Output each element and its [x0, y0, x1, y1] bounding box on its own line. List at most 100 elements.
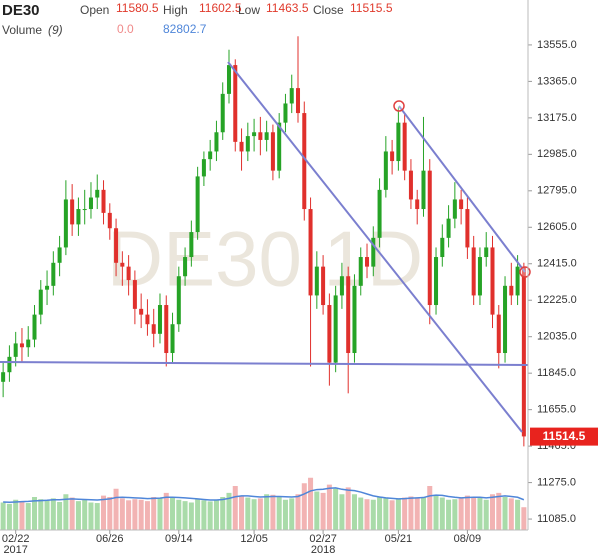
candle-body [7, 356, 12, 373]
y-tick-label: 11085.0 [537, 513, 576, 525]
legend-value: 11515.5 [350, 1, 393, 15]
volume-bar [270, 494, 276, 530]
candle-body [352, 285, 357, 354]
volume-bar [13, 499, 19, 530]
candle-body [107, 212, 112, 229]
volume-bar [0, 502, 6, 530]
candle-body [70, 199, 75, 225]
y-tick-label: 11655.0 [537, 404, 576, 416]
candle-body [446, 218, 451, 238]
volume-bar [75, 501, 81, 530]
y-tick-label: 12415.0 [537, 258, 577, 270]
candle-body [471, 247, 476, 296]
candle-body [452, 199, 457, 219]
volume-bar [188, 502, 194, 530]
volume-bar [402, 497, 408, 530]
legend-value: 11580.5 [116, 1, 159, 15]
volume-bar [301, 483, 307, 530]
volume-bar [25, 503, 31, 530]
x-tick-label: 09/14 [165, 533, 193, 545]
y-tick-label: 11275.0 [537, 476, 576, 488]
candle-body [377, 189, 382, 238]
y-tick-label: 12985.0 [537, 148, 577, 160]
volume-bar [408, 496, 414, 530]
candle-body [132, 280, 137, 309]
candle-body [139, 308, 144, 315]
last-price-label: 11514.5 [543, 429, 586, 443]
candle-body [308, 209, 313, 296]
volume-bar [427, 486, 433, 530]
volume-bar [170, 497, 176, 530]
volume-bar [126, 500, 132, 530]
volume-bar [395, 499, 401, 530]
volume-bar [345, 487, 351, 530]
candle-body [358, 257, 363, 286]
volume-bar [502, 497, 508, 530]
plot-area [0, 36, 527, 530]
y-tick-label: 11845.0 [537, 367, 576, 379]
legend-value: 82802.7 [163, 22, 207, 36]
candle-body [170, 324, 175, 354]
candle-body [270, 132, 275, 171]
volume-bar [508, 498, 514, 530]
y-tick-label: 12225.0 [537, 294, 577, 306]
volume-bar [157, 498, 163, 530]
x-year-label: 2018 [311, 544, 335, 556]
volume-bar [496, 492, 502, 530]
candle-body [220, 93, 225, 133]
volume-bar [389, 500, 395, 530]
volume-bar [257, 498, 263, 530]
volume-bar [320, 492, 326, 530]
x-tick-label: 12/05 [240, 533, 268, 545]
candle-body [95, 189, 100, 198]
candle-body [239, 141, 244, 152]
volume-bar [82, 499, 88, 530]
x-tick-label: 08/09 [454, 533, 482, 545]
candle-body [214, 132, 219, 152]
volume-bar [31, 497, 38, 530]
candle-body [189, 232, 194, 258]
volume-bar [151, 497, 157, 530]
candle-body [459, 199, 464, 210]
volume-bar [182, 501, 188, 530]
volume-bar [276, 497, 282, 530]
candle-body [26, 339, 31, 348]
candle-body [32, 314, 37, 340]
volume-bar [220, 497, 226, 530]
candle-body [427, 170, 432, 306]
candle-body [183, 257, 188, 277]
volume-bar [213, 499, 219, 530]
volume-bar [452, 499, 458, 530]
candle-body [195, 176, 200, 233]
volume-bar [245, 497, 251, 530]
candle-body [164, 305, 169, 354]
candle-body [63, 199, 68, 248]
candle-body [57, 247, 62, 263]
candle-body [496, 314, 501, 354]
candle-body [151, 324, 156, 334]
watermark: DE30 1D [107, 215, 424, 303]
x-tick-label: 05/21 [385, 533, 413, 545]
volume-bar [464, 495, 470, 530]
volume-bar [521, 507, 527, 530]
volume-bar [69, 497, 75, 530]
candle-body [38, 289, 43, 315]
candle-body [390, 151, 395, 162]
candle-body [1, 372, 6, 382]
candle-body [515, 266, 520, 296]
y-tick-label: 13555.0 [537, 39, 577, 51]
volume-bar [113, 488, 119, 530]
volume-bar [107, 497, 113, 530]
y-tick-label: 13365.0 [537, 75, 577, 87]
candle-body [277, 122, 282, 171]
volume-bar [19, 501, 25, 530]
candle-body [258, 132, 263, 140]
candle-body [114, 228, 119, 263]
volume-bar [38, 499, 44, 530]
candle-body [289, 88, 294, 104]
y-tick-label: 13175.0 [537, 112, 577, 124]
candle-body [408, 170, 413, 200]
volume-bar [201, 500, 207, 530]
candle-body [421, 170, 426, 210]
volume-bar [132, 499, 138, 530]
